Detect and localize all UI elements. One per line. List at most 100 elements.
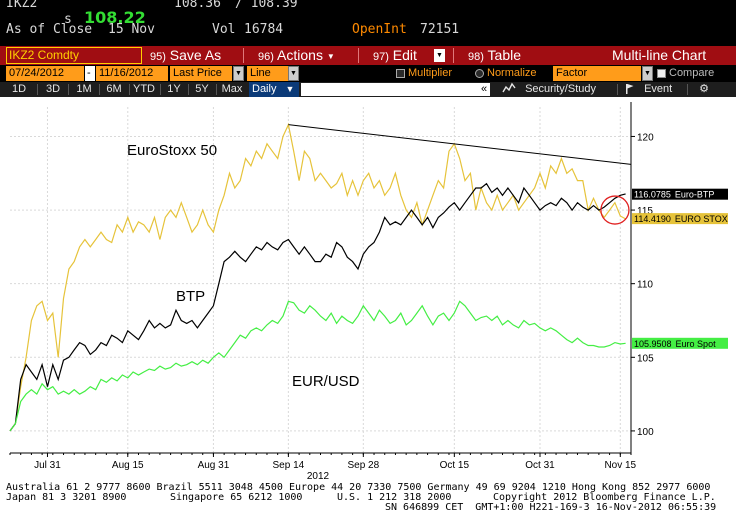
period-ytd[interactable]: YTD [133, 83, 155, 95]
chart-axes: 100 105 110 115 120 Jul 31 Aug 15 Aug 31 Sep 14 S… [9, 102, 728, 482]
toolbar-divider [37, 84, 38, 95]
multiplier-checkbox[interactable] [396, 69, 405, 78]
security-study-button[interactable]: Security/Study [502, 82, 612, 97]
btp-annotation: BTP [176, 288, 205, 305]
security-search-input[interactable] [301, 83, 490, 96]
last-value-number: 114.4190 [634, 214, 671, 224]
open-interest-label: OpenInt [352, 22, 407, 37]
toolbar-divider [617, 84, 618, 95]
toolbar-divider [160, 84, 161, 95]
actions-number: 96) [258, 51, 274, 63]
as-of-label: As of Close [6, 22, 93, 37]
x-tick-label: Oct 31 [525, 460, 555, 471]
x-tick-label: Jul 31 [34, 460, 61, 471]
x-tick-label: Sep 28 [347, 460, 379, 471]
year-label: 2012 [307, 471, 330, 482]
period-max[interactable]: Max [221, 83, 243, 95]
actions-dropdown-icon: ▼ [326, 51, 335, 61]
gear-icon[interactable]: ⚙ [699, 83, 709, 95]
highlight-circle [600, 195, 630, 225]
quote-strip: IKZ2 s 108.22 108.36 / 108.39 As of Clos… [0, 0, 736, 46]
interval-dropdown-icon: ▼ [285, 84, 295, 94]
menu-divider [453, 48, 454, 63]
edit-menu[interactable]: 97) Edit [373, 47, 417, 64]
last-value-label-btp [632, 188, 728, 200]
eurusd-annotation: EUR/USD [292, 373, 360, 390]
interval-select[interactable]: Daily ▼ [249, 82, 299, 97]
title-bar: IKZ2 Comdty 95) Save As 96) Actions ▼ 97… [0, 46, 736, 65]
multiplier-label: Multiplier [408, 67, 453, 79]
toolbar-divider [68, 84, 69, 95]
start-date-field[interactable]: 07/24/2012 [6, 66, 84, 81]
toolbar-divider [99, 84, 100, 95]
toolbar-divider [216, 84, 217, 95]
x-tick-label: Aug 31 [198, 460, 230, 471]
style-dropdown-icon[interactable]: ▼ [288, 66, 299, 81]
collapse-icon[interactable]: « [480, 83, 488, 95]
study-chart-icon [502, 82, 516, 93]
y-tick-label: 120 [637, 132, 654, 143]
last-value-text-eurostoxx: 114.4190 EURO STOX [634, 214, 728, 224]
last-value-text-btp: 116.0785 Euro-BTP [634, 190, 714, 200]
footer-contacts-line: Australia 61 2 9777 8600 Brazil 5511 304… [6, 482, 711, 493]
chart-series [9, 122, 626, 432]
parameter-row: 07/24/2012 - 11/16/2012 Last Price ▼ Lin… [0, 65, 736, 82]
last-value-number: 116.0785 [634, 190, 671, 200]
chart-title: Multi-line Chart [612, 47, 707, 63]
toolbar-divider [687, 84, 688, 95]
edit-dropdown-icon[interactable]: ▼ [434, 49, 445, 62]
field-select[interactable]: Last Price [170, 66, 232, 81]
ticker-fragment: IKZ2 [6, 0, 38, 11]
footer: Australia 61 2 9777 8600 Brazil 5511 304… [0, 482, 736, 527]
menu-divider [243, 48, 244, 63]
x-tick-label: Sep 14 [273, 460, 305, 471]
x-tick-label: Oct 15 [440, 460, 470, 471]
security-input[interactable]: IKZ2 Comdty [6, 47, 142, 64]
x-tick-label: Nov 15 [604, 460, 636, 471]
style-select[interactable]: Line [247, 66, 289, 81]
period-3d[interactable]: 3D [45, 83, 61, 95]
save-as-menu[interactable]: 95) Save As [150, 47, 221, 64]
footer-singapore: Singapore 65 6212 1000 [170, 492, 303, 503]
table-menu[interactable]: 98) Table [468, 47, 521, 64]
period-6m[interactable]: 6M [106, 83, 122, 95]
normalize-label: Normalize [487, 67, 537, 79]
save-as-label: Save As [169, 47, 222, 63]
last-value-series-name: EURO STOX [675, 214, 728, 224]
save-as-number: 95) [150, 51, 166, 63]
event-button[interactable]: Event [625, 82, 685, 97]
event-label: Event [644, 83, 673, 95]
end-date-field[interactable]: 11/16/2012 [96, 66, 168, 81]
field-dropdown-icon[interactable]: ▼ [233, 66, 244, 81]
security-study-label: Security/Study [525, 83, 596, 95]
actions-menu[interactable]: 96) Actions ▼ [258, 47, 335, 64]
normalize-radio[interactable] [475, 69, 484, 78]
chart-overlay [288, 124, 632, 225]
interval-label: Daily [252, 83, 277, 95]
factor-select[interactable]: Factor [553, 66, 641, 81]
volume-label: Vol [212, 22, 236, 37]
last-value-number: 105.9508 [634, 339, 672, 349]
eurostoxx-annotation: EuroStoxx 50 [127, 142, 217, 159]
y-tick-label: 115 [637, 206, 653, 217]
period-5y[interactable]: 5Y [195, 83, 209, 95]
period-1m[interactable]: 1M [76, 83, 92, 95]
price-marker: s [64, 12, 72, 27]
factor-dropdown-icon[interactable]: ▼ [642, 66, 653, 81]
edit-number: 97) [373, 51, 389, 63]
trendline [288, 124, 632, 165]
series-line-eurusd [9, 300, 626, 432]
menu-divider [358, 48, 359, 63]
toolbar-row: 1D 3D 1M 6M YTD 1Y 5Y Max Daily ▼ « Secu… [0, 82, 736, 97]
y-tick-label: 110 [637, 280, 653, 291]
last-value-label-eurusd [632, 337, 728, 349]
toolbar-divider [188, 84, 189, 95]
period-1d[interactable]: 1D [11, 83, 27, 95]
edit-label: Edit [392, 47, 417, 63]
compare-checkbox[interactable] [657, 69, 666, 78]
y-tick-label: 100 [637, 427, 654, 438]
footer-copyright: Copyright 2012 Bloomberg Finance L.P. [493, 492, 716, 503]
y-tick-label: 105 [637, 353, 654, 364]
table-number: 98) [468, 51, 484, 63]
period-1y[interactable]: 1Y [167, 83, 181, 95]
